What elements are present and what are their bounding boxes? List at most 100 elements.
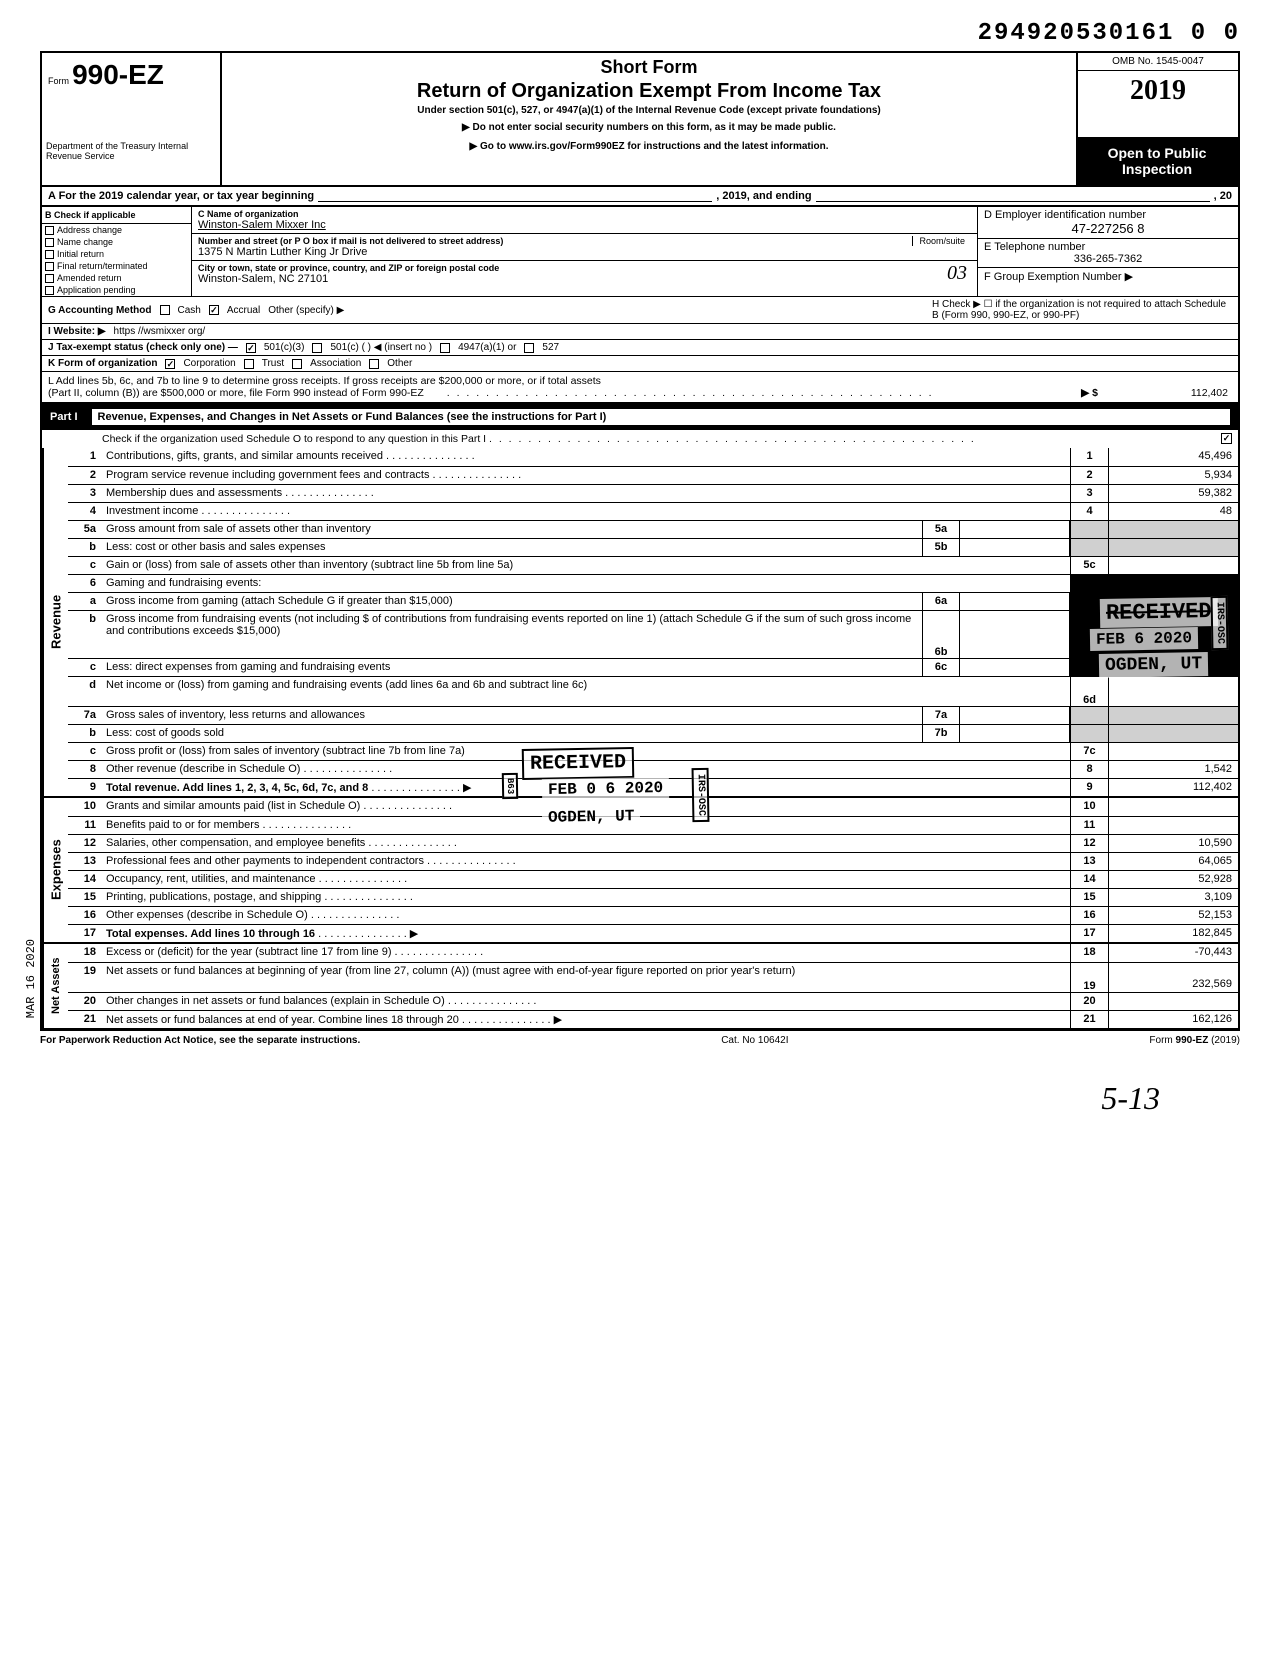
chk-assoc[interactable] bbox=[292, 359, 302, 369]
line-4: 4Investment income448 bbox=[68, 502, 1238, 520]
chk-corp[interactable] bbox=[165, 359, 175, 369]
line-4-desc: Investment income bbox=[106, 505, 198, 517]
col-c-org: C Name of organization Winston-Salem Mix… bbox=[192, 207, 978, 296]
lbl-name-change: Name change bbox=[57, 237, 113, 247]
line-19-amt: 232,569 bbox=[1108, 963, 1238, 992]
lbl-501c3: 501(c)(3) bbox=[264, 342, 305, 353]
lbl-assoc: Association bbox=[310, 358, 361, 369]
form-number: 990-EZ bbox=[72, 59, 164, 90]
c-addr-label: Number and street (or P O box if mail is… bbox=[198, 236, 971, 246]
i-label: I Website: ▶ bbox=[48, 326, 106, 337]
e-cell: E Telephone number 336-265-7362 bbox=[978, 239, 1238, 268]
line-5c-desc: Gain or (loss) from sale of assets other… bbox=[106, 559, 513, 571]
handwritten-note: 5-13 bbox=[40, 1080, 1240, 1117]
chk-4947[interactable] bbox=[440, 343, 450, 353]
line-10: 10Grants and similar amounts paid (list … bbox=[68, 798, 1238, 816]
org-address: 1375 N Martin Luther King Jr Drive bbox=[198, 246, 971, 258]
ein: 47-227256 8 bbox=[984, 221, 1232, 236]
line-6c: cLess: direct expenses from gaming and f… bbox=[68, 658, 1238, 676]
open-public-box: Open to Public Inspection bbox=[1078, 137, 1238, 185]
revenue-section: Revenue 1Contributions, gifts, grants, a… bbox=[42, 448, 1238, 796]
line-7c-desc: Gross profit or (loss) from sales of inv… bbox=[106, 745, 465, 757]
revenue-side-label: Revenue bbox=[42, 448, 68, 796]
line-4-box: 4 bbox=[1070, 503, 1108, 520]
line-13-desc: Professional fees and other payments to … bbox=[106, 855, 424, 867]
line-6c-desc: Less: direct expenses from gaming and fu… bbox=[106, 661, 390, 673]
chk-schedule-o[interactable] bbox=[1221, 433, 1232, 444]
line-16-box: 16 bbox=[1070, 907, 1108, 924]
line-18-desc: Excess or (deficit) for the year (subtra… bbox=[106, 946, 392, 958]
line-17-box: 17 bbox=[1070, 925, 1108, 942]
chk-501c3[interactable] bbox=[246, 343, 256, 353]
c-name-label: C Name of organization bbox=[198, 209, 971, 219]
short-form-label: Short Form bbox=[232, 57, 1066, 78]
goto-instr: ▶ Go to www.irs.gov/Form990EZ for instru… bbox=[222, 137, 1078, 185]
chk-address-change[interactable]: Address change bbox=[42, 224, 191, 236]
chk-final-return[interactable]: Final return/terminated bbox=[42, 260, 191, 272]
line-11: 11Benefits paid to or for members11 bbox=[68, 816, 1238, 834]
line-18: 18Excess or (deficit) for the year (subt… bbox=[68, 944, 1238, 962]
line-a: A For the 2019 calendar year, or tax yea… bbox=[40, 187, 1240, 207]
part1-header: Part I Revenue, Expenses, and Changes in… bbox=[40, 404, 1240, 430]
line-19-box: 19 bbox=[1070, 963, 1108, 992]
line-10-box: 10 bbox=[1070, 798, 1108, 816]
chk-other-org[interactable] bbox=[369, 359, 379, 369]
dept-treasury: Department of the Treasury Internal Reve… bbox=[42, 137, 222, 185]
line-17-amt: 182,845 bbox=[1108, 925, 1238, 942]
line-3-amt: 59,382 bbox=[1108, 485, 1238, 502]
line-15: 15 Printing, publications, postage, and s… bbox=[68, 888, 1238, 906]
chk-501c[interactable] bbox=[312, 343, 322, 353]
lbl-trust: Trust bbox=[262, 358, 284, 369]
line-13-box: 13 bbox=[1070, 853, 1108, 870]
phone: 336-265-7362 bbox=[984, 253, 1232, 265]
l-text2: (Part II, column (B)) are $500,000 or mo… bbox=[48, 387, 424, 399]
c-city-label: City or town, state or province, country… bbox=[198, 263, 971, 273]
expenses-section: Expenses 10Grants and similar amounts pa… bbox=[42, 796, 1238, 942]
line-20: 20Other changes in net assets or fund ba… bbox=[68, 992, 1238, 1010]
chk-527[interactable] bbox=[524, 343, 534, 353]
col-de: D Employer identification number 47-2272… bbox=[978, 207, 1238, 296]
d-label: D Employer identification number bbox=[984, 209, 1232, 221]
line-14-box: 14 bbox=[1070, 871, 1108, 888]
line-a-blank2[interactable] bbox=[816, 190, 1210, 202]
org-name: Winston-Salem Mixxer Inc bbox=[198, 219, 971, 231]
chk-trust[interactable] bbox=[244, 359, 254, 369]
chk-cash[interactable] bbox=[160, 305, 170, 315]
line-9-desc: Total revenue. Add lines 1, 2, 3, 4, 5c,… bbox=[106, 782, 368, 794]
line-13: 13 Professional fees and other payments t… bbox=[68, 852, 1238, 870]
netassets-section: Net Assets 18Excess or (deficit) for the… bbox=[42, 942, 1238, 1028]
line-13-amt: 64,065 bbox=[1108, 853, 1238, 870]
lbl-other-org: Other bbox=[387, 358, 412, 369]
lbl-application-pending: Application pending bbox=[57, 285, 136, 295]
line-14-amt: 52,928 bbox=[1108, 871, 1238, 888]
chk-amended-return[interactable]: Amended return bbox=[42, 272, 191, 284]
line-21-amt: 162,126 bbox=[1108, 1011, 1238, 1028]
line-19-desc: Net assets or fund balances at beginning… bbox=[106, 965, 795, 977]
line-15-desc: Printing, publications, postage, and shi… bbox=[106, 891, 321, 903]
d-cell: D Employer identification number 47-2272… bbox=[978, 207, 1238, 239]
line-3: 3Membership dues and assessments359,382 bbox=[68, 484, 1238, 502]
line-15-box: 15 bbox=[1070, 889, 1108, 906]
chk-accrual[interactable] bbox=[209, 305, 219, 315]
line-a-blank1[interactable] bbox=[318, 190, 712, 202]
line-7a-sub: 7a bbox=[922, 707, 960, 724]
row-g: G Accounting Method Cash Accrual Other (… bbox=[40, 296, 1240, 323]
line-12-amt: 10,590 bbox=[1108, 835, 1238, 852]
roomsuite-label: Room/suite bbox=[912, 236, 971, 246]
part1-sub-text: Check if the organization used Schedule … bbox=[102, 433, 486, 445]
e-label: E Telephone number bbox=[984, 241, 1232, 253]
h-label: H Check ▶ ☐ if the organization is not r… bbox=[932, 299, 1232, 321]
line-2-desc: Program service revenue including govern… bbox=[106, 469, 429, 481]
org-city: Winston-Salem, NC 27101 bbox=[198, 273, 971, 285]
line-5b-desc: Less: cost or other basis and sales expe… bbox=[106, 541, 326, 553]
chk-initial-return[interactable]: Initial return bbox=[42, 248, 191, 260]
line-16-desc: Other expenses (describe in Schedule O) bbox=[106, 909, 308, 921]
line-3-box: 3 bbox=[1070, 485, 1108, 502]
footer-mid: Cat. No 10642I bbox=[721, 1035, 788, 1046]
chk-name-change[interactable]: Name change bbox=[42, 236, 191, 248]
line-20-box: 20 bbox=[1070, 993, 1108, 1010]
line-19: 19 Net assets or fund balances at beginni… bbox=[68, 962, 1238, 992]
form-prefix: Form bbox=[48, 76, 69, 86]
part1-table: Revenue 1Contributions, gifts, grants, a… bbox=[40, 448, 1240, 1030]
chk-application-pending[interactable]: Application pending bbox=[42, 284, 191, 296]
